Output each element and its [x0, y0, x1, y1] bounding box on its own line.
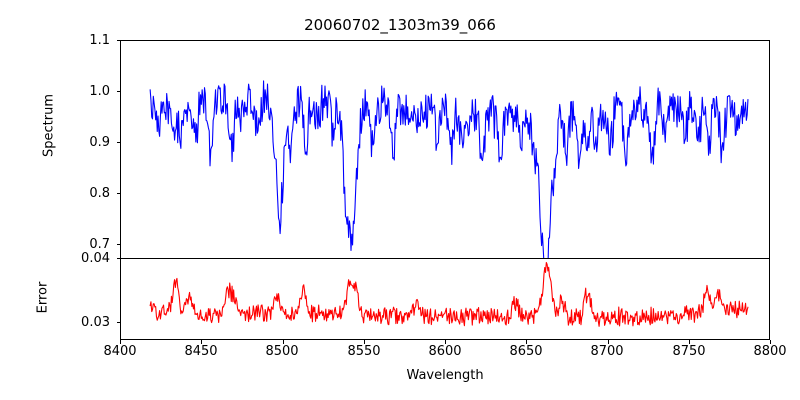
ytick-label-spectrum-2: 0.9	[89, 135, 110, 150]
xtick-label-5: 8650	[509, 344, 543, 359]
xtick-mark-6	[608, 340, 610, 344]
error-line	[149, 261, 749, 327]
spectrum-line	[149, 80, 749, 258]
ytick-mark-spectrum-3	[116, 193, 120, 195]
xtick-label-3: 8550	[347, 344, 381, 359]
page-title: 20060702_1303m39_066	[304, 16, 496, 34]
xtick-label-4: 8600	[428, 344, 462, 359]
ytick-label-spectrum-0: 1.1	[89, 33, 110, 48]
xtick-mark-2	[283, 340, 285, 344]
spectrum-svg	[149, 80, 749, 258]
ytick-mark-error-0	[116, 258, 120, 260]
xtick-label-1: 8450	[184, 344, 218, 359]
xtick-mark-4	[445, 340, 447, 344]
xtick-label-0: 8400	[103, 344, 137, 359]
ytick-label-error-1: 0.03	[81, 315, 110, 330]
plot-panel-error	[120, 258, 770, 340]
ytick-label-spectrum-3: 0.8	[89, 186, 110, 201]
ytick-mark-spectrum-2	[116, 142, 120, 144]
ytick-mark-spectrum-1	[116, 91, 120, 93]
ytick-mark-spectrum-4	[116, 244, 120, 246]
xtick-label-7: 8750	[672, 344, 706, 359]
xtick-mark-1	[201, 340, 203, 344]
plot-panel-spectrum	[120, 40, 770, 258]
yaxis-label-error: Error	[35, 281, 51, 314]
xaxis-label: Wavelength	[406, 368, 484, 383]
xtick-mark-8	[770, 340, 772, 344]
xtick-mark-5	[526, 340, 528, 344]
ytick-label-error-0: 0.04	[81, 251, 110, 266]
ytick-mark-spectrum-0	[116, 40, 120, 42]
yaxis-label-spectrum: Spectrum	[41, 94, 57, 157]
ytick-label-spectrum-1: 1.0	[89, 84, 110, 99]
xtick-mark-0	[120, 340, 122, 344]
error-svg	[149, 261, 749, 327]
xtick-label-8: 8800	[753, 344, 787, 359]
ytick-mark-error-1	[116, 322, 120, 324]
xtick-mark-3	[364, 340, 366, 344]
ytick-label-spectrum-4: 0.7	[89, 237, 110, 252]
xtick-label-6: 8700	[590, 344, 624, 359]
xtick-mark-7	[689, 340, 691, 344]
xtick-label-2: 8500	[265, 344, 299, 359]
